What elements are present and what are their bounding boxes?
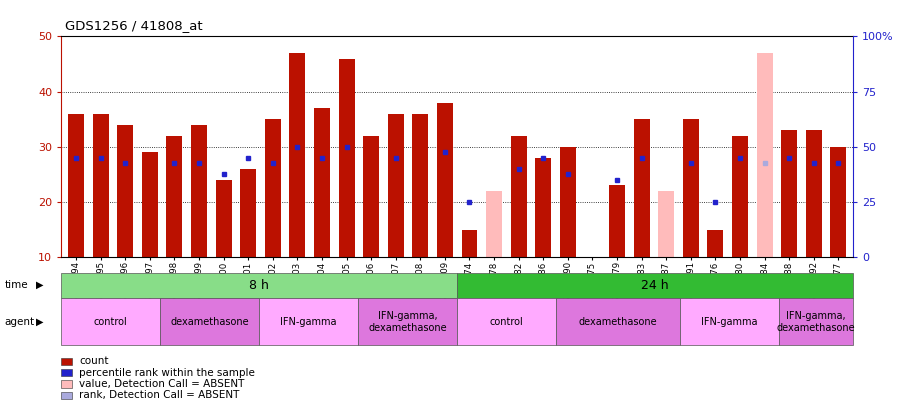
Text: dexamethasone: dexamethasone: [579, 317, 657, 327]
Bar: [259, 298, 358, 345]
Text: count: count: [79, 356, 109, 366]
Bar: [289, 53, 305, 257]
Text: IFN-gamma: IFN-gamma: [701, 317, 758, 327]
Text: 24 h: 24 h: [642, 279, 669, 292]
Bar: [61, 298, 160, 345]
Bar: [658, 191, 674, 257]
Text: control: control: [490, 317, 524, 327]
Bar: [634, 119, 650, 257]
Bar: [457, 273, 853, 298]
Bar: [166, 136, 183, 257]
Bar: [556, 298, 680, 345]
Bar: [160, 298, 259, 345]
Bar: [314, 108, 330, 257]
Bar: [436, 102, 453, 257]
Bar: [68, 114, 84, 257]
Bar: [757, 53, 772, 257]
Text: IFN-gamma,
dexamethasone: IFN-gamma, dexamethasone: [777, 311, 855, 333]
Bar: [584, 257, 600, 296]
Bar: [240, 169, 256, 257]
Text: 8 h: 8 h: [249, 279, 269, 292]
Text: control: control: [94, 317, 128, 327]
Bar: [609, 185, 626, 257]
Text: GDS1256 / 41808_at: GDS1256 / 41808_at: [65, 19, 202, 32]
Bar: [781, 130, 797, 257]
Text: ▶: ▶: [36, 280, 43, 290]
Text: rank, Detection Call = ABSENT: rank, Detection Call = ABSENT: [79, 390, 239, 400]
Text: IFN-gamma: IFN-gamma: [281, 317, 337, 327]
Bar: [510, 136, 526, 257]
Bar: [457, 298, 556, 345]
Bar: [61, 273, 457, 298]
Bar: [778, 298, 853, 345]
Bar: [831, 147, 846, 257]
Text: IFN-gamma,
dexamethasone: IFN-gamma, dexamethasone: [368, 311, 447, 333]
Bar: [93, 114, 109, 257]
Bar: [388, 114, 404, 257]
Text: dexamethasone: dexamethasone: [170, 317, 249, 327]
Bar: [806, 130, 822, 257]
Text: ▶: ▶: [36, 317, 43, 327]
Bar: [265, 119, 281, 257]
Bar: [215, 180, 231, 257]
Bar: [680, 298, 778, 345]
Bar: [462, 230, 478, 257]
Text: value, Detection Call = ABSENT: value, Detection Call = ABSENT: [79, 379, 245, 389]
Text: agent: agent: [4, 317, 34, 327]
Bar: [536, 158, 552, 257]
Bar: [358, 298, 457, 345]
Bar: [142, 152, 157, 257]
Bar: [560, 147, 576, 257]
Bar: [732, 136, 748, 257]
Bar: [707, 230, 724, 257]
Bar: [338, 58, 355, 257]
Bar: [486, 191, 502, 257]
Bar: [363, 136, 379, 257]
Bar: [683, 119, 699, 257]
Bar: [412, 114, 428, 257]
Bar: [191, 125, 207, 257]
Text: percentile rank within the sample: percentile rank within the sample: [79, 368, 255, 377]
Text: time: time: [4, 280, 28, 290]
Bar: [117, 125, 133, 257]
